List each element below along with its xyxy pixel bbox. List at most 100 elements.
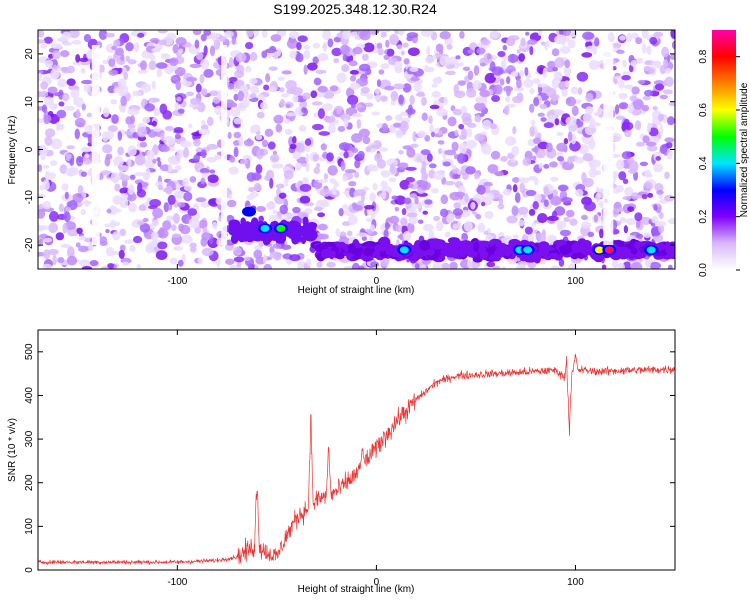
spectrogram-cell (272, 243, 282, 249)
spectrogram-cell (460, 105, 468, 114)
spectrogram-cell (138, 204, 147, 212)
spectrogram-cell (44, 59, 54, 68)
snr-y-ticks: 0 100 200 300 400 500 (24, 343, 675, 573)
spectrogram-cell (352, 112, 363, 118)
snr-series-line (38, 353, 675, 566)
spectrogram-cell (452, 208, 464, 216)
spectrogram-band-cell (234, 229, 241, 236)
spectrogram-cell (144, 103, 156, 112)
spectrogram-cell (467, 70, 474, 81)
spectrogram-cell (110, 99, 118, 105)
spectrogram-cell (491, 94, 501, 103)
spectrogram-cell (380, 31, 387, 38)
spectrogram-cell (549, 161, 559, 168)
spectrogram-cell (78, 259, 91, 267)
spectrogram-cell (302, 92, 311, 100)
colorbar: 0.0 0.2 0.4 0.6 0.8 Normalized spectral ampl… (698, 30, 750, 277)
spectrogram-cell (183, 185, 193, 191)
spectrogram-cell (129, 174, 136, 180)
spectrogram-cell (298, 125, 307, 132)
spectrogram-cell (640, 216, 652, 225)
spectrogram-cell (510, 158, 517, 163)
spectrogram-cell (160, 53, 171, 60)
spectrogram-cell (69, 158, 75, 166)
spectrogram-cell (588, 167, 598, 178)
spectrogram-cell (645, 141, 657, 147)
spectrogram-cell (279, 204, 289, 215)
spectrogram-cell (576, 71, 589, 82)
spectrogram-cell (624, 186, 634, 197)
spectrogram-cell (188, 217, 200, 229)
spectrogram-cell (621, 151, 632, 160)
spectrogram-cell (277, 76, 285, 81)
spectrogram-band-cell (347, 243, 358, 251)
spectrogram-cell (70, 89, 80, 99)
spectrogram-cell (280, 244, 292, 250)
spectrogram-cell (185, 76, 198, 82)
spectrogram-cell (102, 107, 110, 118)
spectrogram-cell (312, 42, 321, 49)
y-tick-label: 10 (24, 96, 35, 108)
colorbar-tick-label: 0.2 (698, 209, 709, 223)
spectrogram-cell (616, 207, 624, 213)
spectrogram-cell (383, 229, 389, 239)
spectrogram-cell (335, 228, 341, 237)
spectrogram-cell (642, 95, 651, 101)
spectrogram-cell (141, 116, 151, 124)
spectrogram-cell (295, 161, 302, 171)
spectrogram-cell (543, 199, 549, 207)
spectrogram-cell (289, 143, 297, 150)
spectrogram-cell (326, 152, 334, 162)
spectrogram-cell (444, 231, 451, 238)
spectrogram-cell (452, 174, 461, 180)
spectrogram-cell (346, 230, 353, 237)
spectrogram-cell (317, 85, 328, 93)
spectrogram-cell (567, 263, 578, 269)
spectrogram-cell (362, 53, 369, 61)
spectrogram-cell (670, 30, 675, 39)
spectrogram-cell (112, 231, 121, 241)
spectrogram-cell (377, 47, 384, 56)
spectrogram-cell (540, 117, 547, 122)
spectrogram-cell (200, 90, 208, 96)
spectrogram-cell (120, 95, 127, 107)
spectrogram-cell (395, 224, 403, 233)
hotspot-core (594, 246, 604, 254)
spectrogram-cell (630, 60, 637, 67)
spectrogram-cell (567, 130, 573, 142)
spectrogram-cell (634, 212, 643, 222)
spectrogram-cell (402, 230, 412, 241)
spectrogram-cell (621, 74, 631, 81)
y-tick-label: 20 (24, 48, 35, 60)
spectrogram-cell (492, 265, 501, 269)
spectrogram-cell (446, 44, 453, 50)
spectrogram-cell (384, 221, 390, 230)
spectrogram-cell (127, 108, 140, 116)
spectrogram-cell (380, 170, 391, 178)
spectrogram-cell (72, 61, 78, 66)
spectrogram-cell (311, 101, 323, 106)
spectrogram-cell (449, 261, 458, 269)
spectrogram-cell (453, 83, 460, 95)
spectrogram-cell (136, 126, 147, 138)
spectrogram-cell (43, 237, 53, 243)
spectrogram-cell (180, 234, 193, 244)
spectrogram-cell (532, 137, 542, 145)
spectrogram-cell (328, 123, 336, 134)
spectrogram-cell (407, 183, 414, 189)
spectrogram-cell (666, 116, 675, 126)
spectrogram-cell (74, 128, 80, 140)
spectrogram-band-cell (320, 248, 332, 259)
spectrogram-cell (206, 156, 217, 163)
y-tick-label: -10 (24, 190, 35, 205)
spectrogram-cell (372, 182, 378, 191)
spectrogram-cell (80, 79, 93, 85)
spectrogram-cell (502, 44, 508, 51)
spectrogram-cell (630, 192, 640, 200)
spectrogram-cell (174, 133, 182, 140)
spectrogram-cell (461, 232, 469, 242)
spectrogram-cell (662, 89, 673, 95)
spectrogram-cell (199, 167, 210, 174)
spectrogram-cell (167, 194, 176, 206)
spectrogram-cell (292, 151, 301, 160)
